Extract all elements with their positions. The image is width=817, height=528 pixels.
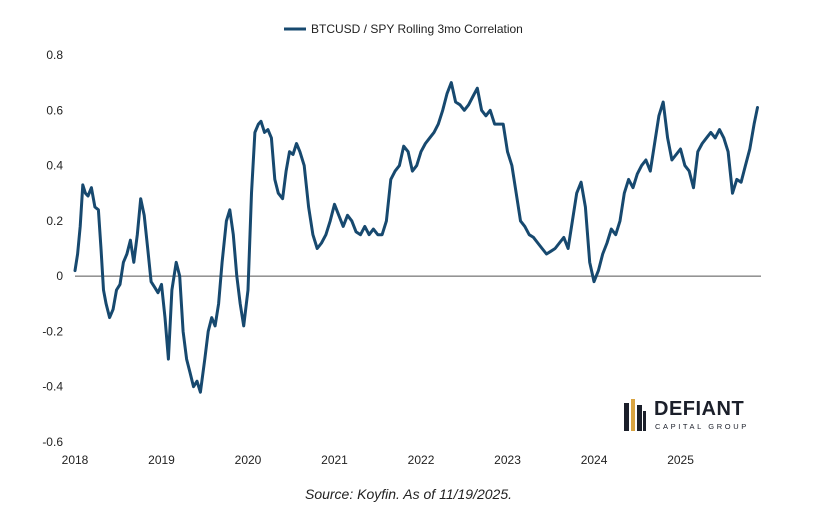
x-tick-label: 2024 [581, 453, 608, 467]
x-tick-label: 2018 [62, 453, 89, 467]
y-tick-label: 0.2 [46, 214, 63, 228]
y-tick-label: 0.6 [46, 103, 63, 117]
logo-wordmark: DEFIANT [654, 398, 745, 420]
logo-tagline: CAPITAL GROUP [655, 422, 749, 431]
x-tick-label: 2020 [235, 453, 262, 467]
source-note: Source: Koyfin. As of 11/19/2025. [304, 486, 513, 502]
brand-logo: DEFIANT CAPITAL GROUP [622, 395, 772, 435]
y-tick-label: -0.2 [42, 324, 63, 338]
series-line [73, 81, 759, 394]
y-tick-label: -0.6 [42, 435, 63, 449]
building-mark-icon [624, 399, 646, 431]
y-tick-label: -0.4 [42, 380, 63, 394]
x-tick-label: 2022 [408, 453, 435, 467]
y-axis-ticks: 0.8 0.6 0.4 0.2 0 -0.2 -0.4 -0.6 [42, 48, 63, 449]
y-tick-label: 0.4 [46, 159, 63, 173]
x-tick-label: 2021 [321, 453, 348, 467]
y-tick-label: 0.8 [46, 48, 63, 62]
x-tick-label: 2019 [148, 453, 175, 467]
x-axis-ticks: 2018 2019 2020 2021 2022 2023 2024 2025 [62, 453, 695, 467]
series-group [73, 81, 759, 394]
legend-label: BTCUSD / SPY Rolling 3mo Correlation [311, 22, 523, 36]
x-tick-label: 2023 [494, 453, 521, 467]
y-tick-label: 0 [56, 269, 63, 283]
legend: BTCUSD / SPY Rolling 3mo Correlation [284, 22, 523, 36]
x-tick-label: 2025 [667, 453, 694, 467]
